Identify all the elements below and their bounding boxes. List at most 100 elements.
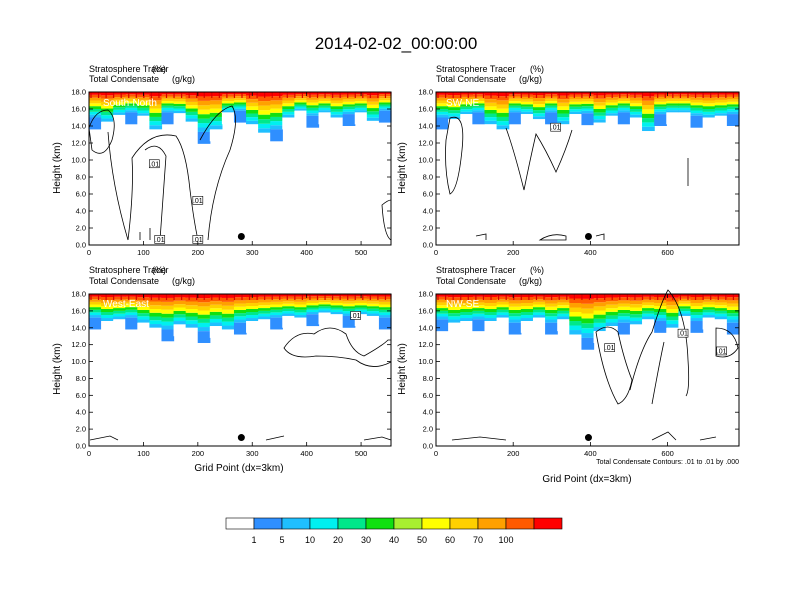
tracer-band-cell [545, 103, 558, 106]
tracer-band-cell [714, 294, 728, 297]
tracer-band-cell [221, 294, 235, 298]
tracer-band-cell [125, 309, 138, 313]
tracer-band-cell [532, 110, 546, 114]
tracer-band-cell [436, 111, 449, 115]
tracer-band-cell [149, 112, 163, 117]
tracer-band-cell [520, 101, 534, 105]
tracer-band-fringe [532, 119, 546, 132]
tracer-band-cell [282, 103, 295, 107]
panel-title-right-2: (g/kg) [172, 276, 195, 286]
tracer-band-cell [629, 103, 643, 107]
tracer-band-cell [270, 112, 283, 117]
tracer-band-cell [642, 122, 655, 127]
tracer-band-cell [508, 101, 522, 104]
y-tick-label: 2.0 [423, 425, 433, 434]
tracer-band-cell [690, 110, 704, 114]
tracer-band-cell [642, 313, 655, 317]
tracer-band-cell [270, 121, 283, 126]
tracer-band-cell [484, 106, 498, 110]
tracer-band-cell [246, 113, 259, 118]
tracer-band-fringe [221, 112, 235, 125]
panel-title-right-2: (g/kg) [172, 74, 195, 84]
x-tick-label: 300 [246, 248, 259, 257]
y-tick-label: 4.0 [76, 207, 86, 216]
tracer-band-cell [472, 294, 486, 297]
tracer-band-cell [306, 300, 320, 304]
tracer-band-cell [557, 92, 570, 96]
y-tick-label: 2.0 [76, 425, 86, 434]
tracer-band-cell [666, 103, 679, 106]
tracer-band-cell [209, 92, 223, 97]
colorbar-label: 70 [473, 535, 483, 545]
tracer-band-cell [448, 316, 461, 320]
y-tick-label: 8.0 [423, 374, 433, 383]
tracer-band-cell [101, 318, 114, 322]
tracer-band-cell [149, 312, 163, 317]
tracer-band-cell [605, 105, 619, 108]
tracer-band-cell [629, 106, 643, 109]
tracer-band-cell [678, 107, 692, 111]
tracer-band-cell [581, 298, 595, 304]
tracer-band-cell [318, 110, 332, 113]
tracer-band-fringe [246, 321, 259, 333]
tracer-band-cell [342, 296, 356, 299]
tracer-band-cell [294, 296, 308, 300]
tracer-band-cell [125, 107, 138, 111]
tracer-band-cell [436, 308, 449, 311]
tracer-band-cell [306, 99, 320, 103]
y-tick-label: 10.0 [418, 357, 433, 366]
tracer-band-fringe [270, 317, 283, 330]
tracer-band-cell [258, 308, 271, 311]
panel-axes: 0.0 2.0 4.0 6.0 8.0 10.0 12.0 14.0 16.0 18.0 0 200 4… [418, 290, 740, 458]
condensate-contour [107, 131, 199, 241]
y-axis-label: Height (km) [397, 142, 408, 194]
tracer-band-cell [448, 95, 461, 99]
tracer-band-cell [460, 92, 473, 95]
tracer-band-cell [342, 313, 356, 316]
tracer-band-cell [270, 116, 283, 122]
tracer-band-cell [460, 312, 473, 316]
tracer-band-cell [532, 296, 546, 300]
tracer-band-cell [617, 103, 631, 106]
tracer-band-cell [726, 319, 740, 323]
tracer-band-cell [209, 100, 223, 105]
tracer-band-cell [532, 299, 546, 302]
tracer-band-cell [642, 316, 655, 320]
tracer-band-fringe [569, 334, 583, 347]
tracer-band-cell [161, 301, 175, 306]
panel-title-left-2: Total Condensate [436, 276, 506, 286]
tracer-band-cell [605, 110, 619, 114]
tracer-band-cell [282, 306, 295, 309]
tracer-band-cell [89, 296, 102, 300]
x-tick-label: 400 [584, 248, 597, 257]
tracer-band-cell [460, 109, 473, 112]
tracer-band-cell [690, 300, 704, 303]
tracer-band-cell [702, 114, 716, 118]
tracer-band-cell [690, 294, 704, 297]
tracer-band-cell [557, 316, 570, 320]
tracer-band-cell [258, 105, 271, 111]
tracer-band-cell [221, 96, 235, 99]
tracer-band-cell [617, 92, 631, 95]
tracer-band-cell [246, 99, 259, 103]
tracer-band-fringe [89, 117, 102, 130]
tracer-band-fringe [197, 331, 211, 343]
tracer-band-cell [545, 319, 558, 323]
tracer-band-cell [690, 102, 704, 106]
tracer-band-cell [221, 313, 235, 318]
x-tick-label: 200 [192, 449, 205, 458]
tracer-band-cell [678, 296, 692, 299]
tracer-band-fringe [101, 321, 114, 333]
tracer-band-cell [593, 112, 607, 116]
colorbar-label: 1 [251, 535, 256, 545]
tracer-band-cell [306, 294, 320, 297]
tracer-band-fringe [617, 112, 631, 125]
tracer-band-cell [520, 306, 534, 310]
tracer-band-fringe [366, 315, 380, 328]
tracer-band-cell [702, 309, 716, 313]
tracer-band-cell [233, 98, 247, 101]
tracer-band-cell [472, 305, 486, 309]
tracer-band-cell [508, 297, 522, 301]
tracer-band-cell [545, 98, 558, 102]
tracer-band-cell [472, 110, 486, 113]
